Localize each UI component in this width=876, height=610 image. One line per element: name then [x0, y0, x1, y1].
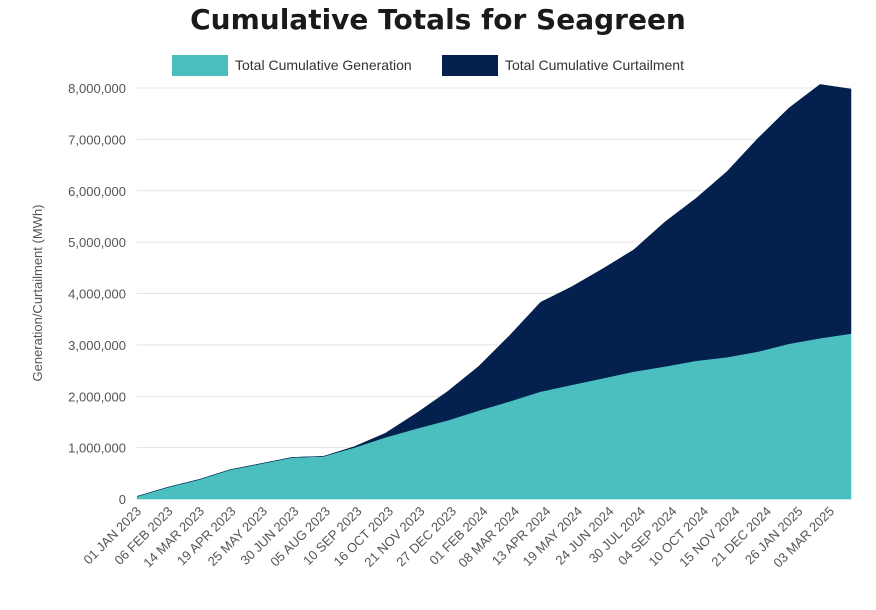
- y-axis-ticks: 0 1,000,000 2,000,000 3,000,000 4,000,000 5,0…: [68, 81, 126, 507]
- y-tick-label: 7,000,000: [68, 132, 126, 147]
- y-tick-label: 6,000,000: [68, 184, 126, 199]
- y-tick-label: 1,000,000: [68, 441, 126, 456]
- y-tick-label: 3,000,000: [68, 338, 126, 353]
- y-tick-label: 5,000,000: [68, 235, 126, 250]
- legend-label-generation: Total Cumulative Generation: [235, 57, 412, 73]
- y-tick-label: 2,000,000: [68, 389, 126, 404]
- legend-item-curtailment[interactable]: Total Cumulative Curtailment: [442, 55, 684, 76]
- y-tick-label: 8,000,000: [68, 81, 126, 96]
- y-tick-label: 0: [119, 492, 126, 507]
- legend-label-curtailment: Total Cumulative Curtailment: [505, 57, 684, 73]
- y-tick-label: 4,000,000: [68, 287, 126, 302]
- legend-item-generation[interactable]: Total Cumulative Generation: [172, 55, 412, 76]
- series-area-curtailment[interactable]: [136, 84, 852, 497]
- chart-title: Cumulative Totals for Seagreen: [190, 3, 686, 36]
- chart-legend: Total Cumulative Generation Total Cumula…: [172, 55, 684, 76]
- grid-lines: [137, 87, 851, 500]
- plot-areas: [136, 84, 852, 500]
- legend-swatch-generation: [172, 55, 228, 76]
- y-axis-title: Generation/Curtailment (MWh): [30, 205, 45, 382]
- legend-swatch-curtailment: [442, 55, 498, 76]
